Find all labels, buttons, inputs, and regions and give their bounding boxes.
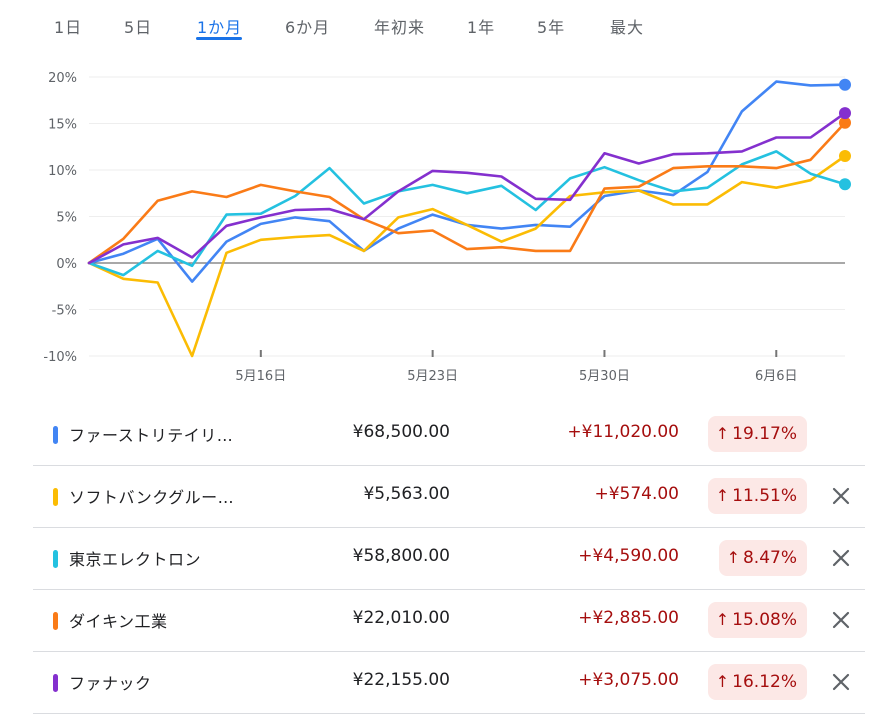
percent-change-value: 8.47% bbox=[742, 548, 797, 568]
stock-price: ¥68,500.00 bbox=[352, 422, 450, 442]
close-icon[interactable] bbox=[829, 484, 853, 508]
y-tick-label: 10% bbox=[48, 164, 77, 179]
series-color-marker bbox=[53, 550, 58, 568]
series-end-marker-2[interactable] bbox=[839, 178, 851, 191]
stock-list: ファーストリテイリ… ¥68,500.00 +¥11,020.00 ↑ 19.17% ソフ… bbox=[33, 404, 865, 714]
tab-6m[interactable]: 6か月 bbox=[285, 18, 331, 37]
y-tick-label: 0% bbox=[56, 257, 77, 272]
percent-change-badge: ↑ 16.12% bbox=[707, 664, 807, 700]
series-end-marker-4[interactable] bbox=[839, 107, 851, 120]
arrow-up-icon: ↑ bbox=[715, 424, 730, 443]
x-tick-label: 6月6日 bbox=[755, 369, 798, 384]
series-line-1 bbox=[87, 154, 847, 358]
series-end-marker-0[interactable] bbox=[839, 78, 851, 91]
series-color-marker bbox=[53, 674, 58, 692]
stock-name[interactable]: ファナック bbox=[69, 674, 152, 693]
y-tick-label: -10% bbox=[43, 350, 77, 365]
percent-change-badge: ↑ 11.51% bbox=[707, 478, 807, 514]
chart-svg: 20% 15% 10% 5% 0% -5% -10% 5月16日 5月23日 5月30日 6月6日 bbox=[43, 71, 851, 384]
percent-change-value: 11.51% bbox=[732, 486, 797, 506]
price-change: +¥11,020.00 bbox=[567, 422, 679, 442]
stock-row[interactable]: ダイキン工業 ¥22,010.00 +¥2,885.00 ↑ 15.08% bbox=[33, 590, 865, 652]
stock-price: ¥22,155.00 bbox=[352, 670, 450, 690]
series-end-marker-1[interactable] bbox=[839, 149, 851, 162]
price-change: +¥574.00 bbox=[594, 484, 679, 504]
close-icon[interactable] bbox=[829, 608, 853, 632]
arrow-up-icon: ↑ bbox=[715, 672, 730, 691]
comparison-chart: 20% 15% 10% 5% 0% -5% -10% 5月16日 5月23日 5月30日 6月6日 bbox=[0, 55, 894, 395]
y-tick-label: 5% bbox=[56, 211, 77, 226]
stock-name[interactable]: ダイキン工業 bbox=[69, 612, 168, 631]
tab-1y[interactable]: 1年 bbox=[467, 18, 496, 37]
percent-change-value: 19.17% bbox=[732, 424, 797, 444]
tab-max[interactable]: 最大 bbox=[610, 18, 645, 37]
close-icon[interactable] bbox=[829, 670, 853, 694]
time-range-tabs: 1日 5日 1か月 6か月 年初来 1年 5年 最大 bbox=[0, 0, 894, 50]
price-change: +¥3,075.00 bbox=[578, 670, 679, 690]
series-line-3 bbox=[87, 121, 847, 265]
tab-5y[interactable]: 5年 bbox=[537, 18, 566, 37]
percent-change-badge: ↑ 19.17% bbox=[707, 416, 807, 452]
y-tick-label: 15% bbox=[48, 118, 77, 133]
stock-row[interactable]: ソフトバンクグルー… ¥5,563.00 +¥574.00 ↑ 11.51% bbox=[33, 466, 865, 528]
arrow-up-icon: ↑ bbox=[715, 486, 730, 505]
percent-change-badge: ↑ 15.08% bbox=[707, 602, 807, 638]
price-change: +¥4,590.00 bbox=[578, 546, 679, 566]
tab-1d[interactable]: 1日 bbox=[54, 18, 83, 37]
arrow-up-icon: ↑ bbox=[726, 548, 740, 567]
tab-ytd[interactable]: 年初来 bbox=[374, 18, 426, 37]
percent-change-badge: ↑ 8.47% bbox=[718, 540, 807, 576]
arrow-up-icon: ↑ bbox=[715, 610, 730, 629]
stock-price: ¥5,563.00 bbox=[363, 484, 450, 504]
series-color-marker bbox=[53, 426, 58, 444]
close-icon[interactable] bbox=[829, 546, 853, 570]
y-tick-label: -5% bbox=[52, 304, 77, 319]
stock-price: ¥22,010.00 bbox=[352, 608, 450, 628]
y-tick-label: 20% bbox=[48, 71, 77, 86]
percent-change-value: 15.08% bbox=[732, 610, 797, 630]
x-tick-label: 5月23日 bbox=[407, 369, 458, 384]
series-color-marker bbox=[53, 612, 58, 630]
stock-name[interactable]: ファーストリテイリ… bbox=[69, 426, 234, 445]
series-line-4 bbox=[87, 111, 847, 265]
stock-price: ¥58,800.00 bbox=[352, 546, 450, 566]
x-tick-label: 5月30日 bbox=[579, 369, 630, 384]
series-color-marker bbox=[53, 488, 58, 506]
series-end-marker-3[interactable] bbox=[839, 116, 851, 129]
stock-name[interactable]: 東京エレクトロン bbox=[69, 550, 202, 569]
percent-change-value: 16.12% bbox=[732, 672, 797, 692]
active-tab-indicator bbox=[196, 37, 242, 40]
price-change: +¥2,885.00 bbox=[578, 608, 679, 628]
tab-1m[interactable]: 1か月 bbox=[197, 18, 243, 37]
stock-name[interactable]: ソフトバンクグルー… bbox=[69, 488, 235, 507]
series-line-2 bbox=[87, 150, 847, 277]
x-tick-label: 5月16日 bbox=[235, 369, 286, 384]
stock-row[interactable]: 東京エレクトロン ¥58,800.00 +¥4,590.00 ↑ 8.47% bbox=[33, 528, 865, 590]
tab-5d[interactable]: 5日 bbox=[124, 18, 153, 37]
stock-row[interactable]: ファーストリテイリ… ¥68,500.00 +¥11,020.00 ↑ 19.17% bbox=[33, 404, 865, 466]
stock-row[interactable]: ファナック ¥22,155.00 +¥3,075.00 ↑ 16.12% bbox=[33, 652, 865, 714]
